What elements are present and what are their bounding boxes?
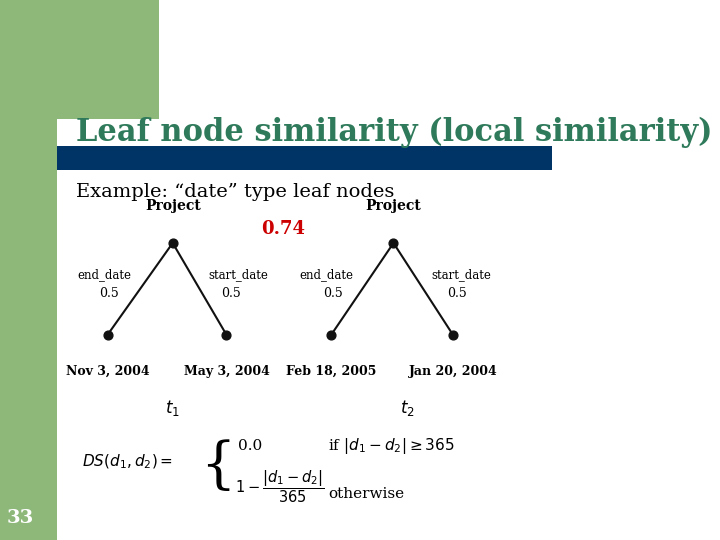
Text: Example: “date” type leaf nodes: Example: “date” type leaf nodes: [76, 183, 395, 201]
Point: [221, 330, 233, 339]
FancyBboxPatch shape: [57, 146, 552, 170]
Point: [325, 330, 337, 339]
Text: end_date: end_date: [300, 268, 354, 281]
Text: $t_1$: $t_1$: [165, 397, 180, 418]
Text: start_date: start_date: [432, 268, 492, 281]
Point: [102, 330, 113, 339]
FancyBboxPatch shape: [57, 0, 158, 119]
Text: 0.5: 0.5: [447, 287, 467, 300]
Point: [447, 330, 459, 339]
Point: [388, 239, 400, 247]
Text: 0.5: 0.5: [221, 287, 240, 300]
Text: start_date: start_date: [208, 268, 268, 281]
Text: {: {: [200, 440, 235, 495]
Text: Project: Project: [145, 199, 201, 213]
Point: [167, 239, 179, 247]
Text: 0.0: 0.0: [238, 438, 262, 453]
Text: May 3, 2004: May 3, 2004: [184, 364, 269, 377]
Text: Nov 3, 2004: Nov 3, 2004: [66, 364, 149, 377]
Text: $t_2$: $t_2$: [400, 397, 415, 418]
Text: 0.74: 0.74: [261, 220, 305, 239]
Text: $1 - \dfrac{|d_1 - d_2|}{365}$: $1 - \dfrac{|d_1 - d_2|}{365}$: [235, 469, 325, 505]
Text: Project: Project: [366, 199, 421, 213]
Text: 0.5: 0.5: [99, 287, 119, 300]
Text: $DS(d_1, d_2) = $: $DS(d_1, d_2) = $: [82, 453, 174, 471]
Text: Leaf node similarity (local similarity): Leaf node similarity (local similarity): [76, 117, 713, 148]
Text: 0.5: 0.5: [323, 287, 343, 300]
Text: Jan 20, 2004: Jan 20, 2004: [408, 364, 498, 377]
Text: otherwise: otherwise: [328, 487, 405, 501]
Text: if $|d_1 - d_2| \geq 365$: if $|d_1 - d_2| \geq 365$: [328, 435, 455, 456]
Text: Feb 18, 2005: Feb 18, 2005: [286, 364, 377, 377]
Text: 33: 33: [6, 509, 33, 528]
Text: end_date: end_date: [78, 268, 132, 281]
FancyBboxPatch shape: [0, 0, 57, 540]
